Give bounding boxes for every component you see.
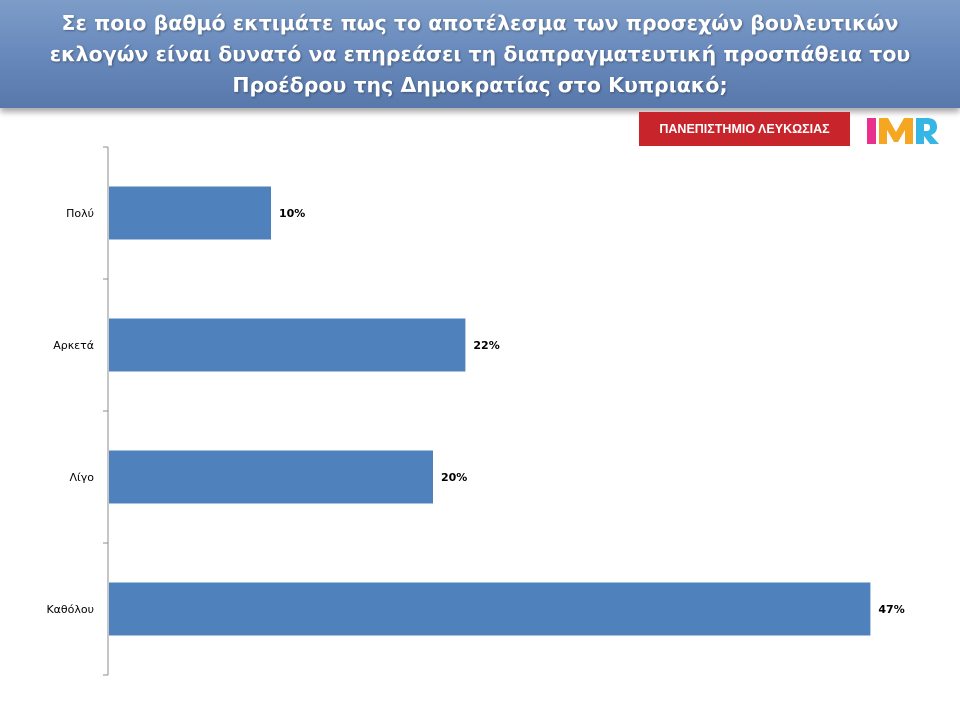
bar-1 xyxy=(109,186,271,240)
category-label: Λίγο xyxy=(70,471,95,484)
bar-4 xyxy=(109,582,871,636)
category-label: Αρκετά xyxy=(53,339,94,352)
bar-3 xyxy=(109,450,433,504)
header-bar: Σε ποιο βαθμό εκτιμάτε πως το αποτέλεσμα… xyxy=(0,0,960,108)
value-label: 47% xyxy=(878,603,904,616)
university-logo-text: ΠΑΝΕΠΙΣΤΗΜΙΟ ΛΕΥΚΩΣΙΑΣ xyxy=(659,122,830,136)
category-label: Καθόλου xyxy=(46,603,94,616)
value-label: 22% xyxy=(473,339,499,352)
university-logo: ΠΑΝΕΠΙΣΤΗΜΙΟ ΛΕΥΚΩΣΙΑΣ xyxy=(639,112,850,146)
bar-2 xyxy=(109,318,466,372)
imr-logo xyxy=(867,118,939,144)
category-label: Πολύ xyxy=(66,207,94,220)
bar-chart: Πολύ 10% Αρκετά 22% Λίγο 20% Καθόλου 47% xyxy=(46,146,905,676)
title-line-3: Προέδρου της Δημοκρατίας στο Κυπριακό; xyxy=(232,73,728,97)
page-title: Σε ποιο βαθμό εκτιμάτε πως το αποτέλεσμα… xyxy=(20,8,940,101)
title-line-2: εκλογών είναι δυνατό να επηρεάσει τη δια… xyxy=(49,42,911,66)
title-line-1: Σε ποιο βαθμό εκτιμάτε πως το αποτέλεσμα… xyxy=(61,11,899,35)
value-label: 20% xyxy=(441,471,467,484)
value-label: 10% xyxy=(279,207,305,220)
